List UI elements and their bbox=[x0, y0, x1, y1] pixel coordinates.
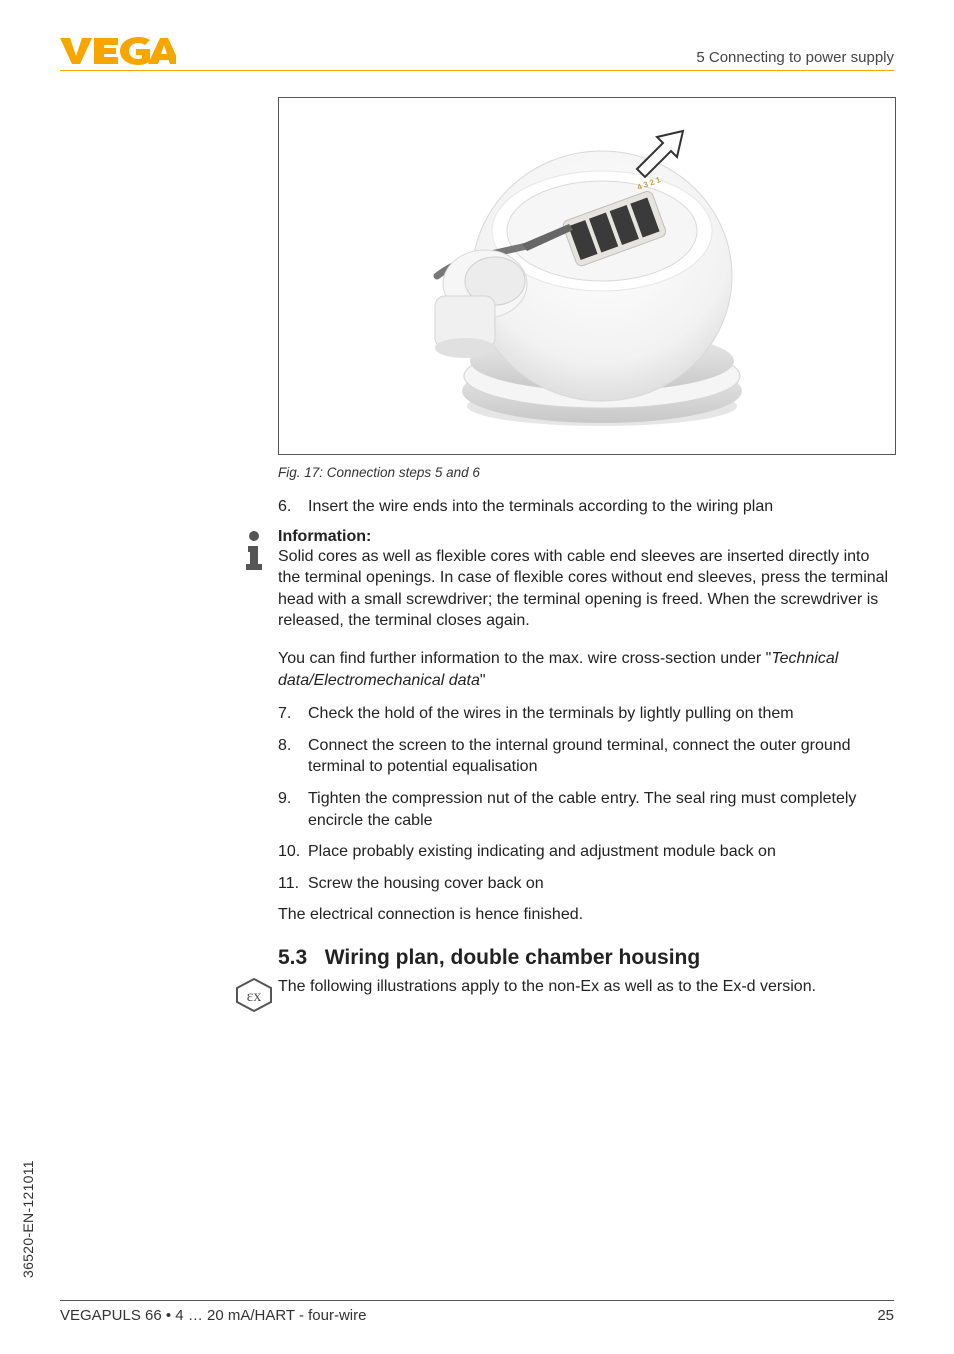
tech-ref-pre: You can find further information to the … bbox=[278, 650, 771, 667]
step-text: Place probably existing indicating and a… bbox=[308, 841, 776, 863]
step-10: 10. Place probably existing indicating a… bbox=[278, 841, 896, 863]
step-8: 8. Connect the screen to the internal gr… bbox=[278, 735, 896, 778]
header-chapter-title: 5 Connecting to power supply bbox=[696, 49, 894, 66]
step-number: 8. bbox=[278, 735, 308, 778]
step-number: 6. bbox=[278, 496, 308, 518]
step-6: 6. Insert the wire ends into the termina… bbox=[278, 496, 896, 518]
vega-logo bbox=[60, 36, 176, 66]
step-text: Check the hold of the wires in the termi… bbox=[308, 703, 794, 725]
step-text: Insert the wire ends into the terminals … bbox=[308, 496, 773, 518]
tech-ref-post: " bbox=[480, 672, 486, 689]
section-intro: The following illustrations apply to the… bbox=[278, 976, 816, 1017]
step-7: 7. Check the hold of the wires in the te… bbox=[278, 703, 896, 725]
figure-17-illustration: 4 3 2 1 bbox=[278, 97, 896, 455]
section-title: Wiring plan, double chamber housing bbox=[325, 946, 701, 969]
step-9: 9. Tighten the compression nut of the ca… bbox=[278, 788, 896, 831]
information-icon bbox=[242, 528, 278, 644]
ex-hazard-icon: εx bbox=[236, 976, 278, 1017]
step-number: 9. bbox=[278, 788, 308, 831]
tech-reference-paragraph: You can find further information to the … bbox=[278, 648, 896, 691]
step-11: 11. Screw the housing cover back on bbox=[278, 873, 896, 895]
footer-page-number: 25 bbox=[877, 1307, 894, 1324]
footer-left: VEGAPULS 66 • 4 … 20 mA/HART - four-wire bbox=[60, 1307, 366, 1324]
section-5-3-heading: 5.3 Wiring plan, double chamber housing bbox=[278, 946, 896, 970]
step-text: Tighten the compression nut of the cable… bbox=[308, 788, 896, 831]
figure-caption: Fig. 17: Connection steps 5 and 6 bbox=[278, 465, 896, 480]
info-title: Information: bbox=[278, 528, 896, 546]
document-id-vertical: 36520-EN-121011 bbox=[20, 1160, 36, 1278]
section-number: 5.3 bbox=[278, 946, 307, 969]
svg-text:εx: εx bbox=[247, 988, 262, 1005]
step-text: Connect the screen to the internal groun… bbox=[308, 735, 896, 778]
page-header: 5 Connecting to power supply bbox=[60, 36, 894, 71]
step-number: 7. bbox=[278, 703, 308, 725]
step-number: 10. bbox=[278, 841, 308, 863]
info-body: Solid cores as well as flexible cores wi… bbox=[278, 546, 896, 632]
step-number: 11. bbox=[278, 873, 308, 895]
closing-paragraph: The electrical connection is hence finis… bbox=[278, 904, 896, 926]
step-text: Screw the housing cover back on bbox=[308, 873, 544, 895]
page-footer: VEGAPULS 66 • 4 … 20 mA/HART - four-wire… bbox=[60, 1300, 894, 1324]
